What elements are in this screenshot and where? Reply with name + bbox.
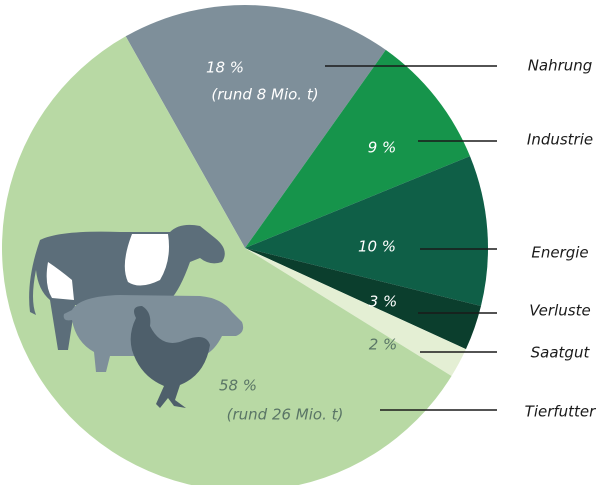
pie-slice xyxy=(245,248,466,377)
cow xyxy=(29,224,225,350)
labels: 18 % (rund 8 Mio. t) Nahrung 9 % Industrie 10… xyxy=(206,57,596,424)
pie-slice xyxy=(125,5,386,249)
category-label: Verluste xyxy=(529,302,590,320)
chicken xyxy=(130,306,210,408)
value-note: (rund 8 Mio. t) xyxy=(211,86,318,104)
value-label: 58 % xyxy=(219,377,257,395)
cow-patch xyxy=(46,234,169,300)
category-label: Nahrung xyxy=(528,57,593,75)
pie-slice xyxy=(245,49,470,248)
animal-silhouettes xyxy=(29,224,244,408)
pie-slice xyxy=(245,248,481,350)
value-label: 9 % xyxy=(368,139,397,157)
value-label: 10 % xyxy=(358,238,396,256)
value-label: 3 % xyxy=(369,293,398,311)
category-label: Saatgut xyxy=(531,344,591,362)
category-label: Industrie xyxy=(527,131,593,149)
value-label: 18 % xyxy=(206,59,244,77)
category-label: Energie xyxy=(531,244,588,262)
pie-slice xyxy=(2,36,452,485)
category-label: Tierfutter xyxy=(525,403,597,421)
pie xyxy=(2,5,488,485)
value-label: 2 % xyxy=(369,336,398,354)
value-note: (rund 26 Mio. t) xyxy=(227,406,344,424)
pie-slice xyxy=(245,156,488,306)
